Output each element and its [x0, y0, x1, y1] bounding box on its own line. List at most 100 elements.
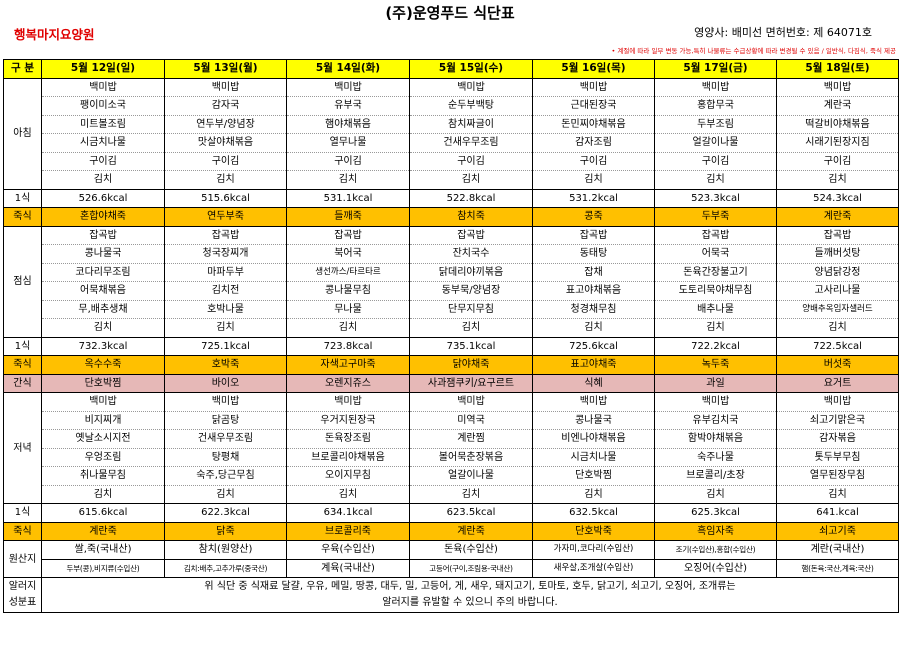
menu-item: 호박나물	[164, 299, 287, 319]
facility-name: 행복마지요양원	[14, 27, 95, 42]
menu-item: 백미밥	[164, 77, 287, 97]
menu-item: 잡곡밥	[409, 225, 533, 245]
menu-item: 홍합무국	[654, 96, 777, 116]
lunch-menu-row: 김치 김치 김치 김치 김치 김치 김치	[4, 318, 899, 338]
menu-item: 어묵국	[654, 244, 777, 264]
menu-item: 숙주,당근무침	[164, 466, 287, 486]
menu-item: 잡채	[532, 262, 655, 282]
breakfast-menu-row: 김치 김치 김치 김치 김치 김치 김치	[4, 170, 899, 190]
day-header: 5월 18일(토)	[776, 59, 899, 79]
origin-item: 계육(국내산)	[286, 558, 410, 578]
allergy-label-line2: 성분표	[8, 597, 37, 608]
kcal-value: 735.1kcal	[409, 336, 533, 356]
origin-item: 햄(돈육:국산,계육:국산)	[776, 558, 899, 578]
menu-item: 김치	[409, 484, 533, 504]
porridge-item: 계란죽	[776, 207, 899, 227]
dinner-menu-row: 취나물무침 숙주,당근무침 오이지무침 얼갈이나물 단호박찜 브로콜리/초장 열무된장무침	[4, 466, 899, 486]
menu-item: 잔치국수	[409, 244, 533, 264]
menu-item: 시금치나물	[41, 133, 165, 153]
kcal-value: 531.1kcal	[286, 188, 410, 208]
dinner-kcal-row: 1식 615.6kcal 622.3kcal 634.1kcal 623.5kcal 63…	[3, 503, 899, 523]
breakfast-menu-row: 팽이미소국 감자국 유부국 순두부백탕 근대된장국 홍합무국 계란국	[4, 96, 899, 116]
menu-item: 시금치나물	[532, 447, 655, 467]
menu-item: 연두부/양념장	[164, 114, 287, 134]
lunch-porridge-row: 죽식 옥수수죽 호박죽 자색고구마죽 닭야채죽 표고야채죽 녹두죽 버섯죽	[3, 355, 899, 375]
menu-item: 구이김	[409, 151, 533, 171]
menu-item: 시래기된장지짐	[776, 133, 899, 153]
menu-item: 김치	[409, 170, 533, 190]
menu-item: 구이김	[286, 151, 410, 171]
porridge-item: 단호박죽	[532, 521, 655, 541]
menu-item: 구이김	[164, 151, 287, 171]
menu-item: 콩나물국	[41, 244, 165, 264]
breakfast-kcal-row: 1식 526.6kcal 515.6kcal 531.1kcal 522.8kcal 53…	[3, 188, 899, 208]
menu-item: 열무된장무침	[776, 466, 899, 486]
menu-item: 얼갈이나물	[654, 133, 777, 153]
menu-item: 건새우무조림	[164, 429, 287, 449]
menu-item: 표고야채볶음	[532, 281, 655, 301]
origin-item: 우육(수입산)	[286, 540, 410, 560]
dinner-porridge-row: 죽식 계란죽 닭죽 브로콜리죽 계란죽 단호박죽 흑임자죽 쇠고기죽	[3, 521, 899, 541]
menu-item: 옛날소시지전	[41, 429, 165, 449]
lunch-menu-row: 코다리무조림 마파두부 생선까스/타르타르 닭데리야끼볶음 잡채 돈육간장불고기 양념닭강정	[4, 262, 899, 282]
menu-item: 마파두부	[164, 262, 287, 282]
porridge-item: 옥수수죽	[41, 355, 165, 375]
porridge-item: 콩죽	[532, 207, 655, 227]
day-header: 5월 12일(일)	[41, 59, 165, 79]
menu-item: 김치	[409, 318, 533, 338]
menu-item: 김치	[41, 170, 165, 190]
origin-item: 계란(국내산)	[776, 540, 899, 560]
menu-item: 양념닭강정	[776, 262, 899, 282]
menu-item: 백미밥	[409, 77, 533, 97]
origin-row: 두부(콩),비지류(수입산) 김치:배추,고추가루(중국산) 계육(국내산) 고등어(…	[4, 558, 899, 578]
day-header: 5월 13일(월)	[164, 59, 287, 79]
kcal-value: 732.3kcal	[41, 336, 165, 356]
origin-item: 조기(수입산),홍합(수입산)	[654, 540, 777, 560]
lunch-label: 점심	[3, 225, 42, 338]
menu-item: 근대된장국	[532, 96, 655, 116]
menu-item: 떡갈비야채볶음	[776, 114, 899, 134]
menu-item: 감자국	[164, 96, 287, 116]
menu-item: 백미밥	[654, 77, 777, 97]
menu-item: 김치	[654, 170, 777, 190]
snack-label: 간식	[3, 373, 42, 393]
porridge-item: 들깨죽	[286, 207, 410, 227]
day-header: 5월 15일(수)	[409, 59, 533, 79]
kcal-label: 1식	[3, 503, 42, 523]
kcal-label: 1식	[3, 336, 42, 356]
menu-item: 탕평채	[164, 447, 287, 467]
dinner-menu-row: 저녁 백미밥 백미밥 백미밥 백미밥 백미밥 백미밥 백미밥	[3, 392, 899, 504]
allergy-line2: 알러지를 유발할 수 있으니 주의 바랍니다.	[382, 597, 558, 608]
day-header-row: 구 분 5월 12일(일) 5월 13일(월) 5월 14일(화) 5월 15일(수) 5…	[3, 59, 899, 79]
porridge-item: 쇠고기죽	[776, 521, 899, 541]
menu-item: 볼어묵춘장볶음	[409, 447, 533, 467]
porridge-item: 흑임자죽	[654, 521, 777, 541]
origin-item: 두부(콩),비지류(수입산)	[41, 558, 165, 578]
kcal-value: 515.6kcal	[164, 188, 287, 208]
origin-item: 가자미,코다리(수입산)	[532, 540, 655, 560]
menu-item: 단호박찜	[532, 466, 655, 486]
snack-item: 요거트	[776, 373, 899, 393]
menu-item: 김치	[41, 484, 165, 504]
kcal-value: 526.6kcal	[41, 188, 165, 208]
menu-item: 김치	[532, 170, 655, 190]
allergy-label-line1: 알러지	[8, 581, 37, 592]
menu-item: 쇠고기맑은국	[776, 410, 899, 430]
menu-item: 생선까스/타르타르	[286, 262, 410, 282]
menu-item: 미역국	[409, 410, 533, 430]
menu-item: 무,배추생채	[41, 299, 165, 319]
kcal-value: 531.2kcal	[532, 188, 655, 208]
menu-item: 김치	[776, 484, 899, 504]
menu-item: 김치	[532, 484, 655, 504]
menu-item: 유부김치국	[654, 410, 777, 430]
kcal-value: 722.2kcal	[654, 336, 777, 356]
lunch-snack-row: 간식 단호박찜 바이오 오렌지쥬스 사과잼쿠키/요구르트 식혜 과일 요거트	[3, 373, 899, 393]
menu-item: 잡곡밥	[286, 225, 410, 245]
menu-note: • 계절에 따라 일부 변동 가능,특히 나물류는 수급상황에 따라 변경될 수…	[611, 47, 896, 55]
menu-item: 취나물무침	[41, 466, 165, 486]
menu-item: 구이김	[41, 151, 165, 171]
menu-item: 김치	[776, 170, 899, 190]
kcal-value: 622.3kcal	[164, 503, 287, 523]
allergy-line1: 위 식단 중 식재료 달걀, 우유, 메밀, 땅콩, 대두, 밀, 고등어, 게…	[204, 581, 736, 592]
menu-item: 우거지된장국	[286, 410, 410, 430]
